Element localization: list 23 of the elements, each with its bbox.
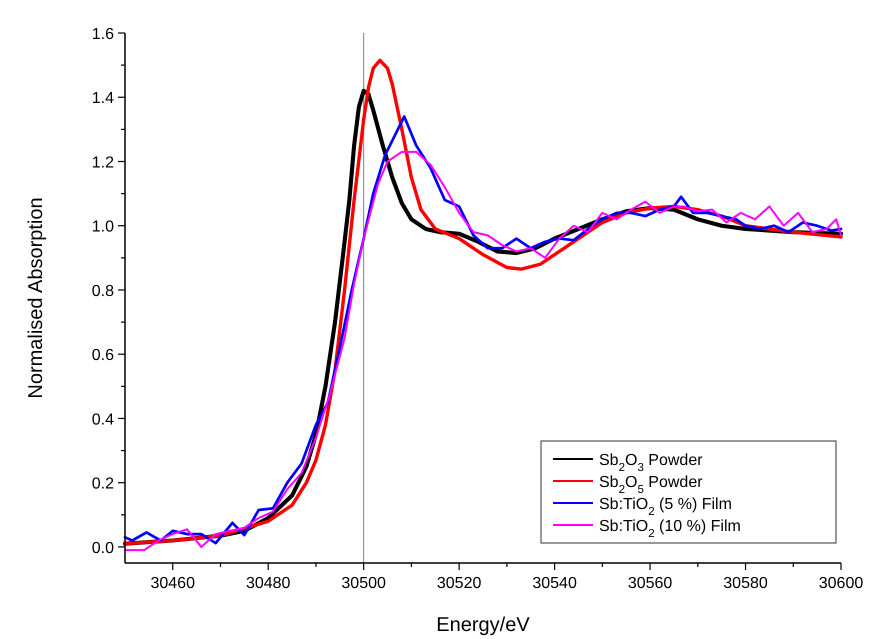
x-axis-title: Energy/eV [436,614,530,636]
y-axis-title: Normalised Absorption [25,197,47,399]
y-tick-label: 1.6 [92,26,114,43]
x-tick-label: 30500 [341,575,386,592]
x-tick-label: 30520 [436,575,482,592]
y-tick-label: 0.6 [92,347,114,364]
y-tick-label: 0.4 [92,411,114,428]
x-tick-label: 30600 [818,575,864,592]
y-tick-label: 1.4 [92,90,114,108]
y-tick-label: 0.8 [92,282,114,300]
legend-label: Sb$_{2}$O$_{3}$ Powder [599,452,704,474]
x-tick-label: 30580 [723,575,768,592]
x-tick-label: 30460 [150,575,196,592]
y-tick-label: 0.0 [92,540,114,557]
x-tick-label: 30480 [246,575,291,592]
x-tick-label: 30560 [628,575,672,592]
legend-label: Sb$_{2}$O$_{5}$ Powder [599,474,704,496]
y-tick-label: 1.2 [92,154,114,172]
x-tick-label: 30540 [532,575,577,592]
y-tick-label: 0.2 [92,476,114,493]
legend-label: Sb:TiO$_{2}$ (10 %) Film [599,518,741,540]
legend-label: Sb:TiO$_{2}$ (5 %) Film [599,496,732,518]
y-tick-label: 1.0 [92,218,114,236]
